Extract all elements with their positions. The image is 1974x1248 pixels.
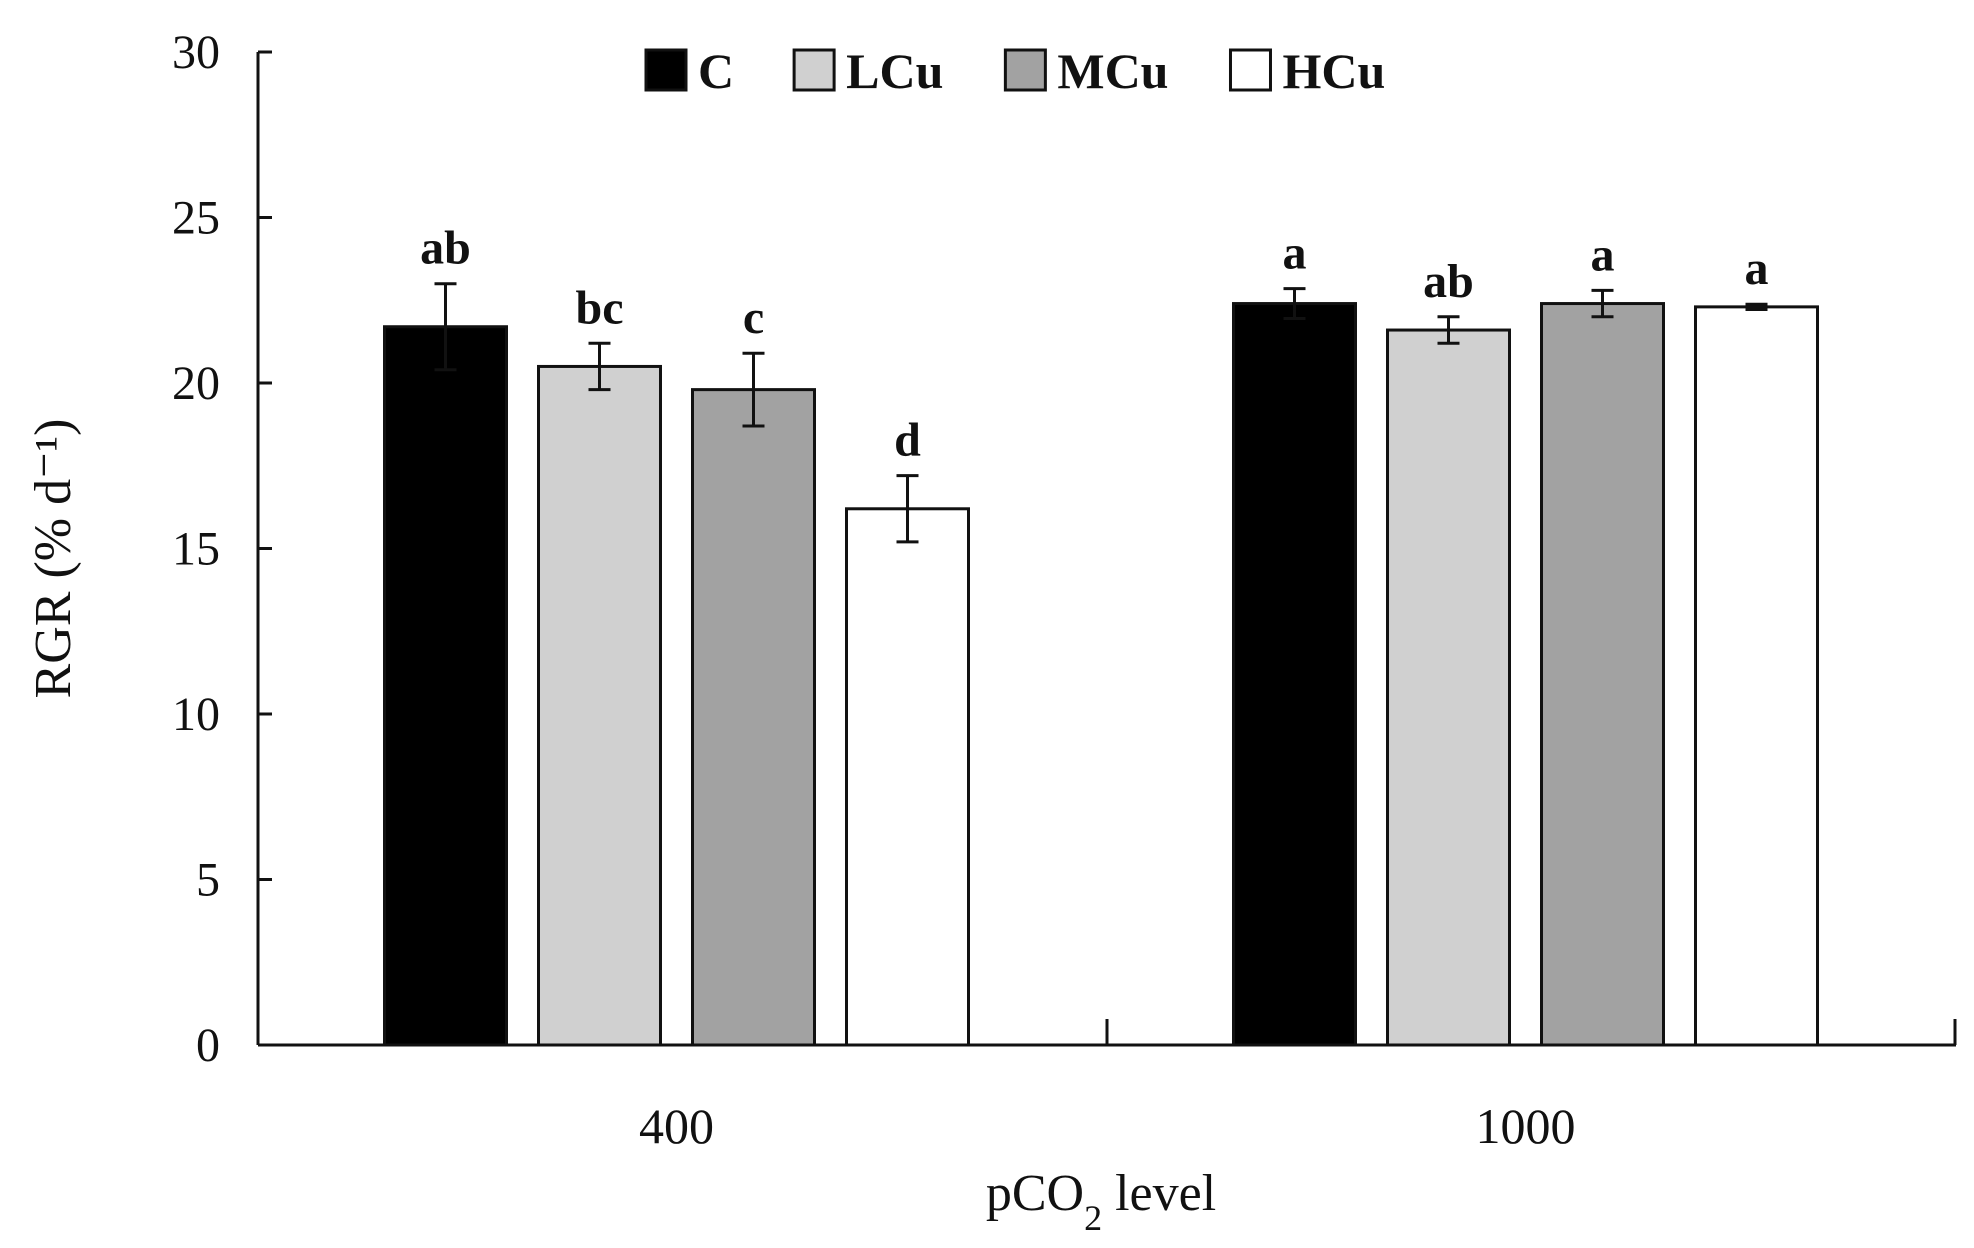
legend-swatch-mcu <box>1003 48 1047 92</box>
significance-label: c <box>743 291 764 344</box>
significance-label: a <box>1591 228 1615 281</box>
y-tick-label: 20 <box>172 357 220 410</box>
bar-c-400 <box>383 325 508 1047</box>
legend: C LCu MCu HCu <box>644 43 1385 99</box>
significance-label: ab <box>1423 255 1474 308</box>
bar-hcu-400 <box>845 507 970 1047</box>
legend-label-lcu: LCu <box>846 43 943 99</box>
significance-label: a <box>1283 227 1307 280</box>
y-tick-label: 25 <box>172 192 220 245</box>
significance-label: bc <box>576 281 624 334</box>
significance-label: ab <box>420 222 471 275</box>
y-tick-label: 0 <box>196 1019 220 1072</box>
y-tick-label: 15 <box>172 523 220 576</box>
y-axis-title: RGR (% d⁻¹) <box>25 419 82 699</box>
legend-swatch-c <box>644 48 688 92</box>
labels: ab bc c d 400 a ab a a 1000 pCO2 level RGR (% d⁻¹) <box>25 222 1769 1238</box>
axes: 0 5 10 15 20 25 30 <box>172 26 1957 1072</box>
bar-mcu-1000 <box>1540 302 1665 1047</box>
x-tick-label: 1000 <box>1476 1098 1576 1154</box>
legend-label-mcu: MCu <box>1057 43 1168 99</box>
legend-label-hcu: HCu <box>1282 43 1385 99</box>
y-tick-label: 5 <box>196 854 220 907</box>
significance-label: a <box>1745 242 1769 295</box>
x-axis-title: pCO2 level <box>986 1165 1216 1238</box>
significance-label: d <box>894 414 921 467</box>
x-tick-label: 400 <box>639 1098 714 1154</box>
bar-lcu-1000 <box>1386 328 1511 1047</box>
bar-hcu-1000 <box>1694 305 1819 1047</box>
legend-swatch-lcu <box>792 48 836 92</box>
bar-lcu-400 <box>537 364 662 1047</box>
y-tick-label: 10 <box>172 688 220 741</box>
bar-mcu-400 <box>691 388 816 1047</box>
y-tick-label: 30 <box>172 26 220 79</box>
bar-c-1000 <box>1232 302 1357 1047</box>
bars <box>383 282 1819 1047</box>
legend-swatch-hcu <box>1228 48 1272 92</box>
legend-label-c: C <box>698 43 734 99</box>
